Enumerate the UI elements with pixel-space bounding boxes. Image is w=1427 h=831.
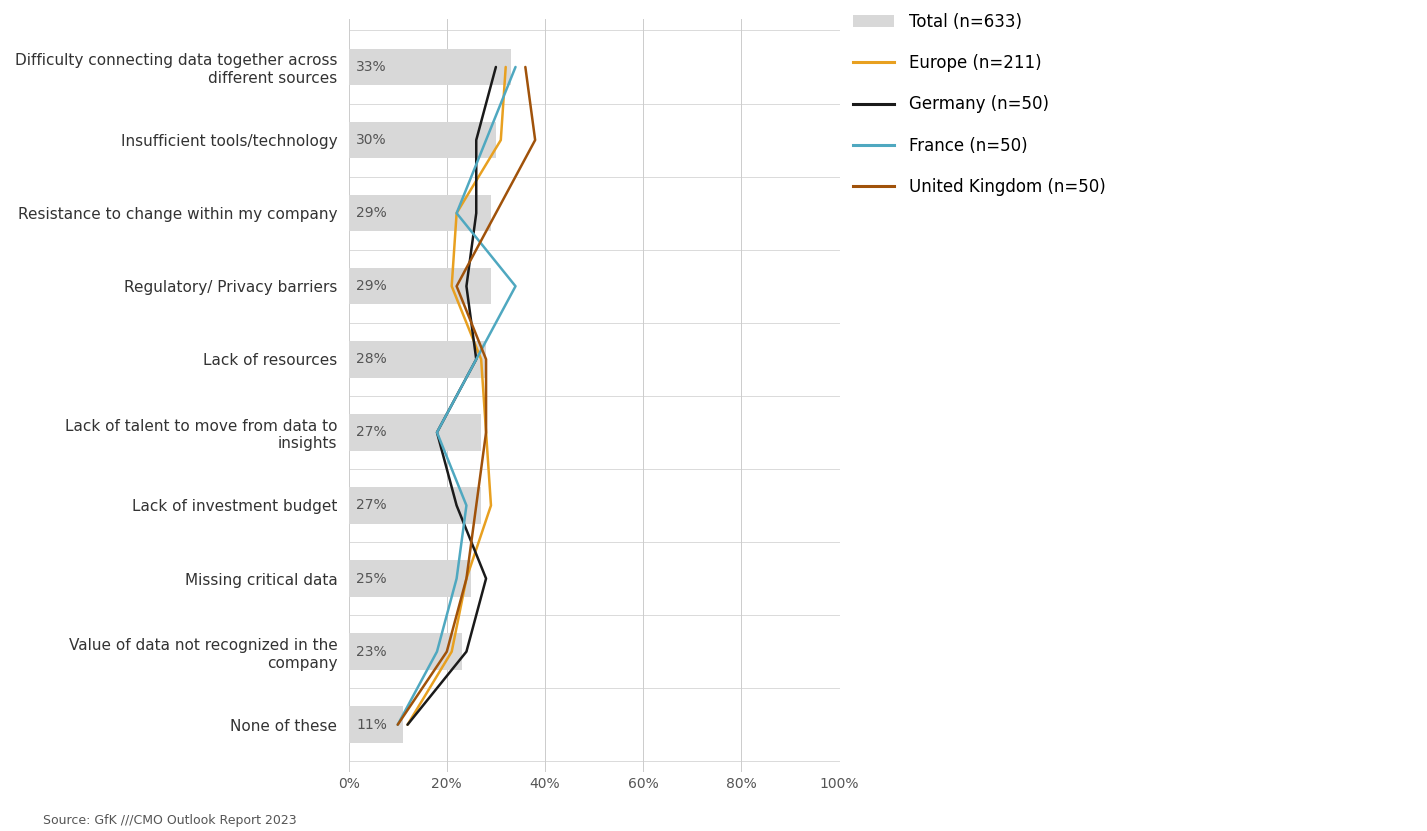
Legend: Total (n=633), Europe (n=211), Germany (n=50), France (n=50), United Kingdom (n=: Total (n=633), Europe (n=211), Germany (… <box>853 12 1106 196</box>
Text: 11%: 11% <box>355 718 387 732</box>
Text: 28%: 28% <box>355 352 387 366</box>
Text: 23%: 23% <box>355 645 387 659</box>
Bar <box>348 414 481 450</box>
Text: 33%: 33% <box>355 60 387 74</box>
Bar <box>348 194 491 231</box>
Text: 29%: 29% <box>355 279 387 293</box>
Text: 30%: 30% <box>355 133 387 147</box>
Text: Source: GfK ///CMO Outlook Report 2023: Source: GfK ///CMO Outlook Report 2023 <box>43 814 297 827</box>
Bar <box>348 341 487 377</box>
Text: 29%: 29% <box>355 206 387 220</box>
Bar <box>348 633 461 670</box>
Bar <box>348 560 471 597</box>
Text: 25%: 25% <box>355 572 387 586</box>
Bar <box>348 487 481 524</box>
Text: 27%: 27% <box>355 499 387 513</box>
Bar <box>348 706 402 743</box>
Text: 27%: 27% <box>355 425 387 440</box>
Bar <box>348 268 491 304</box>
Bar <box>348 49 511 86</box>
Bar <box>348 122 497 159</box>
